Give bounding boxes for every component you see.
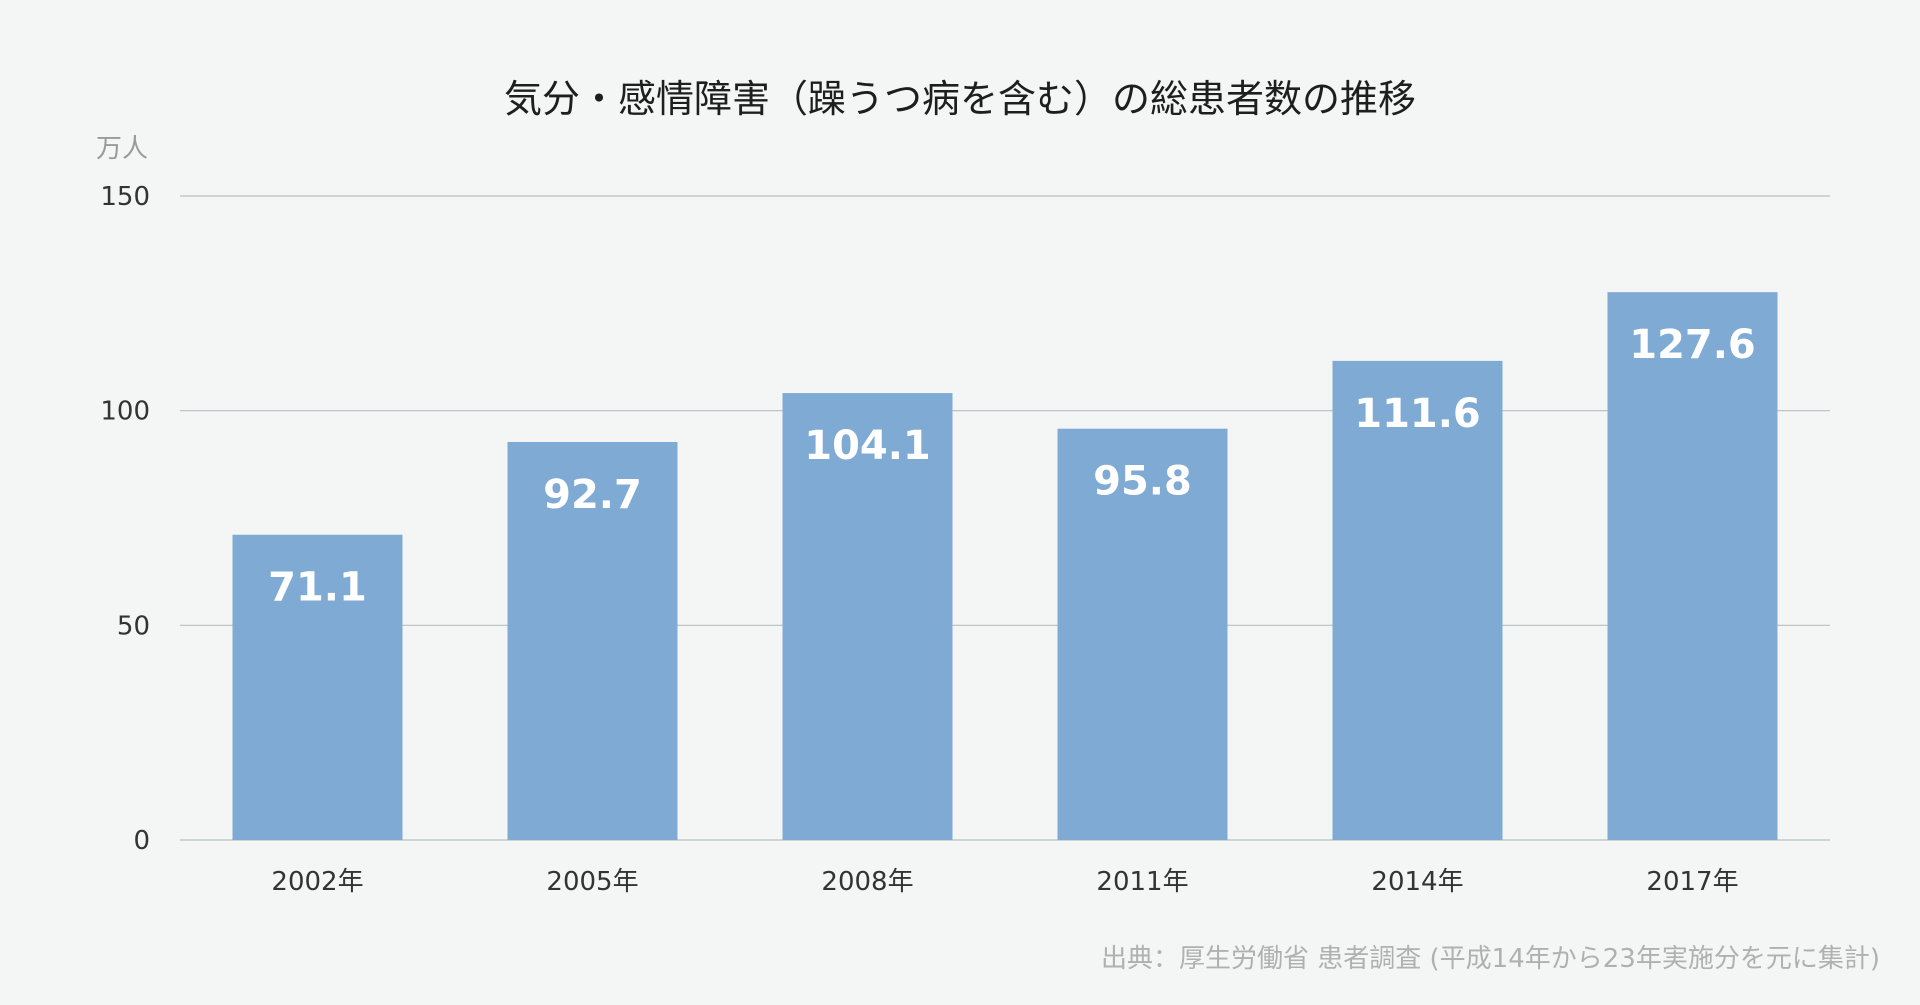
y-axis-ticks: 0 50 100 150: [100, 182, 150, 856]
data-labels: 71.1 92.7 104.1 95.8 111.6 127.6: [268, 322, 1756, 611]
data-label: 111.6: [1354, 391, 1481, 437]
y-tick-label: 150: [100, 182, 150, 212]
data-label: 95.8: [1093, 459, 1192, 505]
x-tick-label: 2011年: [1096, 867, 1188, 897]
gridlines: [180, 195, 1830, 841]
bars: [232, 292, 1778, 840]
data-label: 104.1: [804, 423, 931, 469]
y-axis-unit-label: 万人: [96, 134, 148, 164]
x-tick-label: 2008年: [821, 867, 913, 897]
bar-3: [1057, 428, 1228, 840]
bar-4: [1332, 360, 1503, 840]
x-tick-label: 2017年: [1646, 867, 1738, 897]
y-tick-label: 50: [117, 611, 150, 641]
x-axis-ticks: 2002年 2005年 2008年 2011年 2014年 2017年: [271, 867, 1738, 897]
chart-title: 気分・感情障害（躁うつ病を含む）の総患者数の推移: [504, 77, 1416, 121]
data-label: 92.7: [543, 472, 642, 518]
data-label: 127.6: [1629, 322, 1756, 368]
x-tick-label: 2002年: [271, 867, 363, 897]
y-tick-label: 0: [133, 826, 150, 856]
x-tick-label: 2014年: [1371, 867, 1463, 897]
bar-1: [507, 442, 678, 840]
y-tick-label: 100: [100, 397, 150, 427]
bar-2: [782, 393, 953, 840]
bar-0: [232, 534, 403, 840]
source-note: 出典：厚生労働省 患者調査 (平成14年から23年実施分を元に集計): [1101, 944, 1880, 974]
x-tick-label: 2005年: [546, 867, 638, 897]
data-label: 71.1: [268, 565, 367, 611]
bar-5: [1607, 292, 1778, 840]
